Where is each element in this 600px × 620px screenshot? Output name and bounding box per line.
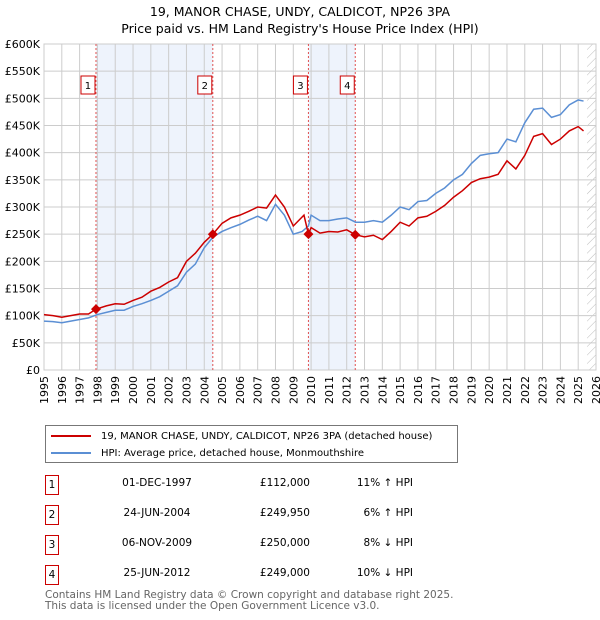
marker-number: 1	[45, 475, 59, 495]
legend-label: HPI: Average price, detached house, Monm…	[101, 447, 365, 459]
legend-swatch-red	[51, 435, 91, 437]
sale-point	[90, 304, 101, 315]
price: £112,000	[259, 477, 310, 489]
legend: 19, MANOR CHASE, UNDY, CALDICOT, NP26 3P…	[45, 425, 458, 463]
x-tick-label: 2014	[376, 376, 389, 404]
x-tick-label: 2021	[501, 376, 514, 404]
chart-subtitle: Price paid vs. HM Land Registry's House …	[121, 21, 479, 36]
y-tick-label: £450K	[5, 120, 41, 133]
x-tick-label: 1995	[38, 376, 51, 404]
date: 24-JUN-2004	[123, 507, 191, 519]
y-tick-label: £400K	[5, 147, 41, 160]
x-tick-label: 2024	[554, 376, 567, 404]
sale-point	[350, 229, 361, 240]
date: 06-NOV-2009	[121, 537, 193, 549]
price: £249,000	[259, 567, 310, 579]
x-tick-label: 2020	[483, 376, 496, 404]
x-tick-label: 2011	[323, 376, 336, 404]
footer-line: Contains HM Land Registry data © Crown c…	[45, 589, 454, 601]
y-tick-label: £300K	[5, 201, 41, 214]
hpi-diff: 10% ↓ HPI	[356, 567, 413, 579]
hpi-diff: 6% ↑ HPI	[363, 507, 413, 519]
x-tick-label: 2002	[163, 376, 176, 404]
x-tick-label: 2003	[180, 376, 193, 404]
x-tick-label: 2019	[465, 376, 478, 404]
x-tick-label: 2007	[252, 376, 265, 404]
x-tick-label: 2010	[305, 376, 318, 404]
y-tick-label: £500K	[5, 92, 41, 105]
hpi-diff: 8% ↓ HPI	[363, 537, 413, 549]
x-tick-label: 2015	[394, 376, 407, 404]
marker-number: 3	[45, 535, 59, 555]
plot-border	[43, 43, 597, 371]
sale-label: 3	[297, 81, 303, 92]
x-tick-label: 1996	[56, 376, 69, 404]
marker-number: 4	[45, 565, 59, 585]
y-tick-label: £50K	[12, 337, 41, 350]
x-tick-label: 2012	[341, 376, 354, 404]
price-chart: 1995 1996 1997 1998 1999 2000 2001 2002 2003 2004…	[5, 38, 600, 404]
footer-line: This data is licensed under the Open Gov…	[45, 600, 380, 612]
x-tick-label: 2006	[234, 376, 247, 404]
legend-swatch-blue	[51, 452, 91, 454]
y-tick-label: £350K	[5, 174, 41, 187]
x-tick-label: 2025	[572, 376, 585, 404]
hpi-line	[43, 99, 584, 324]
sale-label-box	[80, 75, 96, 95]
x-tick-label: 1998	[91, 376, 104, 404]
sale-label: 2	[202, 81, 208, 92]
date: 25-JUN-2012	[123, 567, 191, 579]
price: £249,950	[259, 507, 310, 519]
sale-point	[303, 229, 314, 240]
y-tick-label: £550K	[5, 65, 41, 78]
date: 01-DEC-1997	[122, 477, 192, 489]
x-tick-label: 2009	[287, 376, 300, 404]
y-tick-label: £600K	[5, 38, 41, 51]
y-tick-label: £0	[26, 364, 40, 377]
x-tick-label: 2017	[430, 376, 443, 404]
hpi-diff: 11% ↑ HPI	[356, 477, 413, 489]
x-tick-label: 2004	[198, 376, 211, 404]
y-tick-label: £150K	[5, 283, 41, 296]
y-tick-label: £200K	[5, 255, 41, 268]
y-tick-label: £100K	[5, 310, 41, 323]
x-tick-label: 2016	[412, 376, 425, 404]
x-tick-label: 2018	[448, 376, 461, 404]
sale-label-box	[292, 75, 308, 95]
x-tick-label: 2026	[590, 376, 600, 404]
x-tick-label: 2000	[127, 376, 140, 404]
sale-label-box	[339, 75, 355, 95]
x-tick-label: 2013	[359, 376, 372, 404]
footer: Contains HM Land Registry data © Crown c…	[45, 590, 453, 612]
x-tick-label: 2008	[269, 376, 282, 404]
price: £250,000	[259, 537, 310, 549]
sale-label-box	[197, 75, 213, 95]
marker-number: 2	[45, 505, 59, 525]
sale-label: 4	[344, 81, 350, 92]
price-paid-line	[43, 125, 585, 319]
x-tick-label: 1999	[109, 376, 122, 404]
y-tick-label: £250K	[5, 228, 41, 241]
x-tick-label: 2022	[519, 376, 532, 404]
chart-title: 19, MANOR CHASE, UNDY, CALDICOT, NP26 3P…	[149, 4, 451, 19]
sale-point	[207, 229, 218, 240]
x-tick-label: 2001	[145, 376, 158, 404]
legend-item-hpi: HPI: Average price, detached house, Monm…	[51, 445, 364, 461]
x-tick-label: 2023	[537, 376, 550, 404]
x-tick-label: 1997	[74, 376, 87, 404]
sale-label: 1	[85, 81, 91, 92]
x-tick-label: 2005	[216, 376, 229, 404]
legend-label: 19, MANOR CHASE, UNDY, CALDICOT, NP26 3P…	[101, 430, 433, 442]
legend-item-property: 19, MANOR CHASE, UNDY, CALDICOT, NP26 3P…	[51, 428, 432, 444]
